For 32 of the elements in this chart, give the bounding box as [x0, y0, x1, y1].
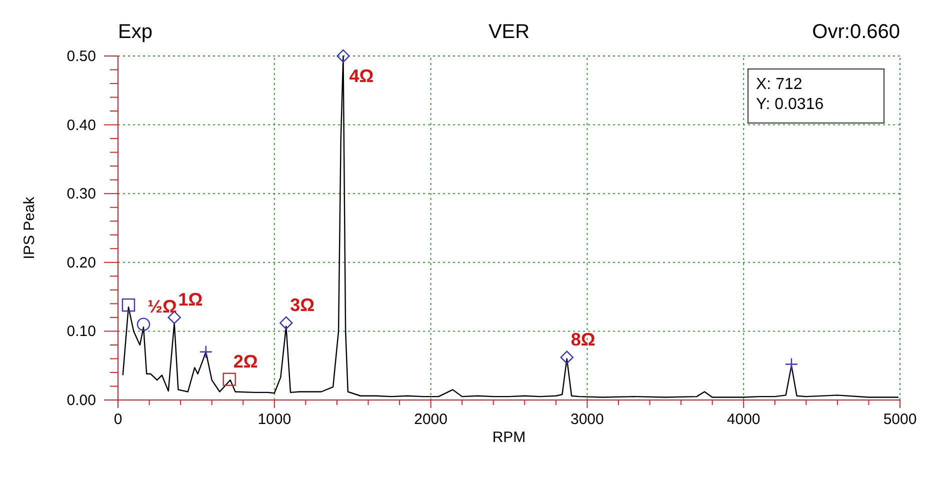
x-tick-label: 5000: [883, 411, 917, 428]
annotation: 1Ω: [178, 289, 203, 310]
y-tick-label: 0.40: [66, 116, 96, 134]
y-axis-title: IPS Peak: [21, 196, 38, 260]
annotation: 8Ω: [570, 329, 596, 350]
annotation: ½Ω: [147, 296, 177, 316]
text: Ovr:0.660: [812, 21, 900, 43]
x-axis-title: RPM: [492, 429, 526, 446]
x-tick-label: 3000: [570, 411, 604, 428]
annotation: 3Ω: [290, 294, 315, 315]
annotation: 4Ω: [349, 66, 374, 86]
point: [136, 318, 150, 331]
x-tick-label: 1000: [258, 411, 292, 428]
x-tick-label: 2000: [414, 411, 448, 428]
x-tick-label: 4000: [726, 411, 760, 428]
point: [222, 372, 236, 386]
y-tick-label: 0.00: [66, 392, 96, 409]
point: [122, 298, 136, 312]
y-tick-label: 0.30: [66, 186, 96, 203]
chart-title: VER: [488, 21, 530, 43]
annotation: Y: 0.0316: [756, 96, 824, 113]
x-tick-label: 0: [114, 411, 122, 428]
annotation: 2Ω: [233, 351, 258, 372]
annotation: X: 712: [756, 76, 802, 93]
point: [336, 49, 350, 63]
readout-box: X: 712 Y: 0.0316: [748, 68, 884, 124]
point: [280, 316, 293, 330]
y-tick-label: 0.20: [66, 254, 96, 272]
text: Exp: [118, 21, 152, 43]
point: [560, 350, 574, 364]
y-tick-label: 0.50: [66, 48, 96, 65]
y-tick-label: 0.10: [66, 323, 96, 340]
